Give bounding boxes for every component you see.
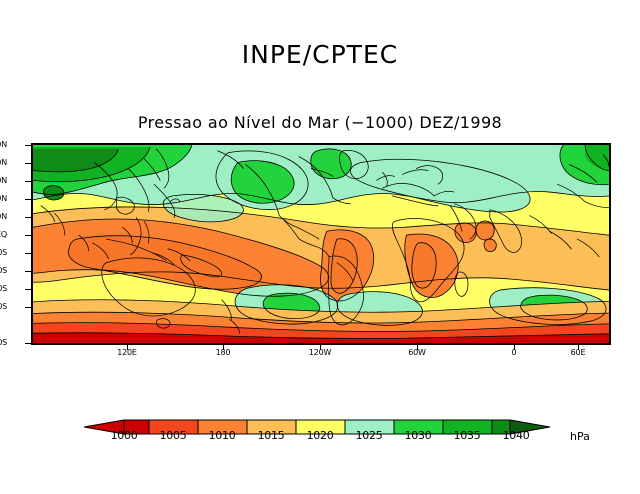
ytick-mark-50n (25, 145, 31, 146)
colorbar-tick-1020: 1020 (306, 429, 334, 442)
xtick-mark-120e (127, 345, 128, 350)
ytick-mark-20s (25, 271, 31, 272)
ytick-mark-50s (25, 343, 31, 344)
ytick-label-20s: 20S (0, 266, 7, 275)
xtick-label-60w: 60W (408, 348, 426, 357)
ytick-label-40n: 40N (0, 158, 7, 167)
colorbar-tick-1015: 1015 (257, 429, 285, 442)
colorbar-tick-1000: 1000 (110, 429, 138, 442)
colorbar-tick-1035: 1035 (453, 429, 481, 442)
ytick-label-10n: 10N (0, 212, 7, 221)
colorbar-tick-1005: 1005 (159, 429, 187, 442)
xtick-mark-0 (514, 345, 515, 350)
colorbar-units-label: hPa (570, 430, 590, 443)
map-plot-area (31, 143, 611, 345)
colorbar-tick-1010: 1010 (208, 429, 236, 442)
ytick-mark-30n (25, 181, 31, 182)
ytick-mark-20n (25, 199, 31, 200)
figure-title: Pressao ao Nível do Mar (−1000) DEZ/1998 (137, 113, 503, 132)
ytick-label-eq: EQ (0, 230, 7, 239)
xtick-mark-180 (223, 345, 224, 350)
ytick-label-50s: 50S (0, 338, 7, 347)
ytick-mark-eq (25, 235, 31, 236)
ytick-label-30n: 30N (0, 176, 7, 185)
ytick-label-10s: 10S (0, 248, 7, 257)
colorbar-tick-1025: 1025 (355, 429, 383, 442)
ytick-mark-10n (25, 217, 31, 218)
ytick-mark-40s (25, 307, 31, 308)
colorbar-tick-1030: 1030 (404, 429, 432, 442)
ytick-mark-10s (25, 253, 31, 254)
xtick-mark-60w (417, 345, 418, 350)
xtick-mark-120w (320, 345, 321, 350)
colorbar-tick-1040: 1040 (502, 429, 530, 442)
ytick-label-20n: 20N (0, 194, 7, 203)
ytick-label-30s: 30S (0, 284, 7, 293)
ytick-mark-40n (25, 163, 31, 164)
xtick-label-0: 0 (511, 348, 517, 357)
ytick-label-50n: 50N (0, 140, 7, 149)
xtick-label-120e: 120E (117, 348, 137, 357)
ytick-mark-30s (25, 289, 31, 290)
colorbar-bands (84, 419, 550, 435)
page-title: INPE/CPTEC (241, 40, 399, 69)
xtick-label-60e: 60E (570, 348, 586, 357)
xtick-mark-60e (578, 345, 579, 350)
xtick-label-180: 180 (215, 348, 231, 357)
colorbar (84, 416, 550, 438)
pressure-field-map (33, 145, 609, 343)
xtick-label-120w: 120W (308, 348, 332, 357)
ytick-label-40s: 40S (0, 302, 7, 311)
